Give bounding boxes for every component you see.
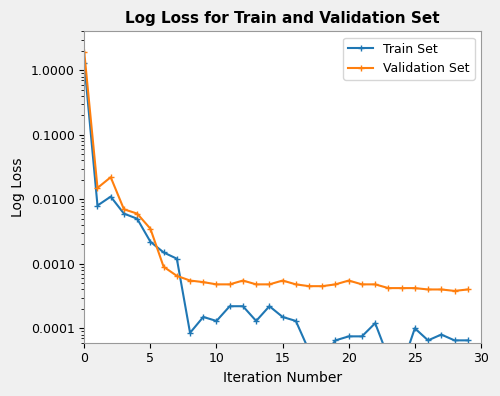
Train Set (82, 61, 87, 65)
Validation Set (306, 284, 312, 289)
Train Set (372, 321, 378, 326)
Train Set (226, 304, 232, 308)
Validation Set (82, 50, 87, 55)
Legend: Train Set, Validation Set: Train Set, Validation Set (343, 38, 474, 80)
Line: Validation Set: Validation Set (82, 50, 470, 294)
Validation Set (372, 282, 378, 287)
Validation Set (452, 289, 458, 293)
Train Set (148, 239, 154, 244)
Train Set (359, 334, 365, 339)
Train Set (160, 250, 166, 255)
Train Set (346, 334, 352, 339)
Validation Set (240, 278, 246, 283)
Train Set (174, 256, 180, 261)
Train Set (94, 203, 100, 208)
Validation Set (398, 286, 404, 291)
X-axis label: Iteration Number: Iteration Number (223, 371, 342, 385)
Validation Set (332, 282, 338, 287)
Train Set (266, 304, 272, 308)
Train Set (386, 355, 392, 360)
Validation Set (187, 278, 193, 283)
Validation Set (359, 282, 365, 287)
Validation Set (134, 211, 140, 216)
Line: Train Set: Train Set (82, 60, 470, 370)
Train Set (240, 304, 246, 308)
Validation Set (214, 282, 220, 287)
Train Set (200, 314, 206, 319)
Train Set (332, 338, 338, 343)
Validation Set (346, 278, 352, 283)
Validation Set (226, 282, 232, 287)
Validation Set (425, 287, 431, 292)
Train Set (214, 318, 220, 323)
Validation Set (94, 186, 100, 190)
Title: Log Loss for Train and Validation Set: Log Loss for Train and Validation Set (126, 11, 440, 26)
Validation Set (121, 207, 127, 211)
Validation Set (412, 286, 418, 291)
Validation Set (108, 175, 114, 179)
Train Set (253, 318, 259, 323)
Validation Set (160, 265, 166, 269)
Train Set (293, 318, 299, 323)
Validation Set (266, 282, 272, 287)
Train Set (412, 326, 418, 331)
Validation Set (253, 282, 259, 287)
Train Set (121, 211, 127, 216)
Validation Set (464, 287, 470, 292)
Train Set (398, 365, 404, 369)
Validation Set (148, 227, 154, 231)
Train Set (280, 314, 285, 319)
Validation Set (293, 282, 299, 287)
Validation Set (280, 278, 285, 283)
Validation Set (320, 284, 326, 289)
Train Set (452, 338, 458, 343)
Train Set (320, 355, 326, 360)
Train Set (187, 331, 193, 335)
Validation Set (174, 274, 180, 278)
Train Set (108, 194, 114, 199)
Train Set (306, 348, 312, 353)
Train Set (425, 338, 431, 343)
Train Set (464, 338, 470, 343)
Train Set (134, 216, 140, 221)
Train Set (438, 332, 444, 337)
Validation Set (438, 287, 444, 292)
Validation Set (386, 286, 392, 291)
Y-axis label: Log Loss: Log Loss (11, 157, 25, 217)
Validation Set (200, 280, 206, 284)
